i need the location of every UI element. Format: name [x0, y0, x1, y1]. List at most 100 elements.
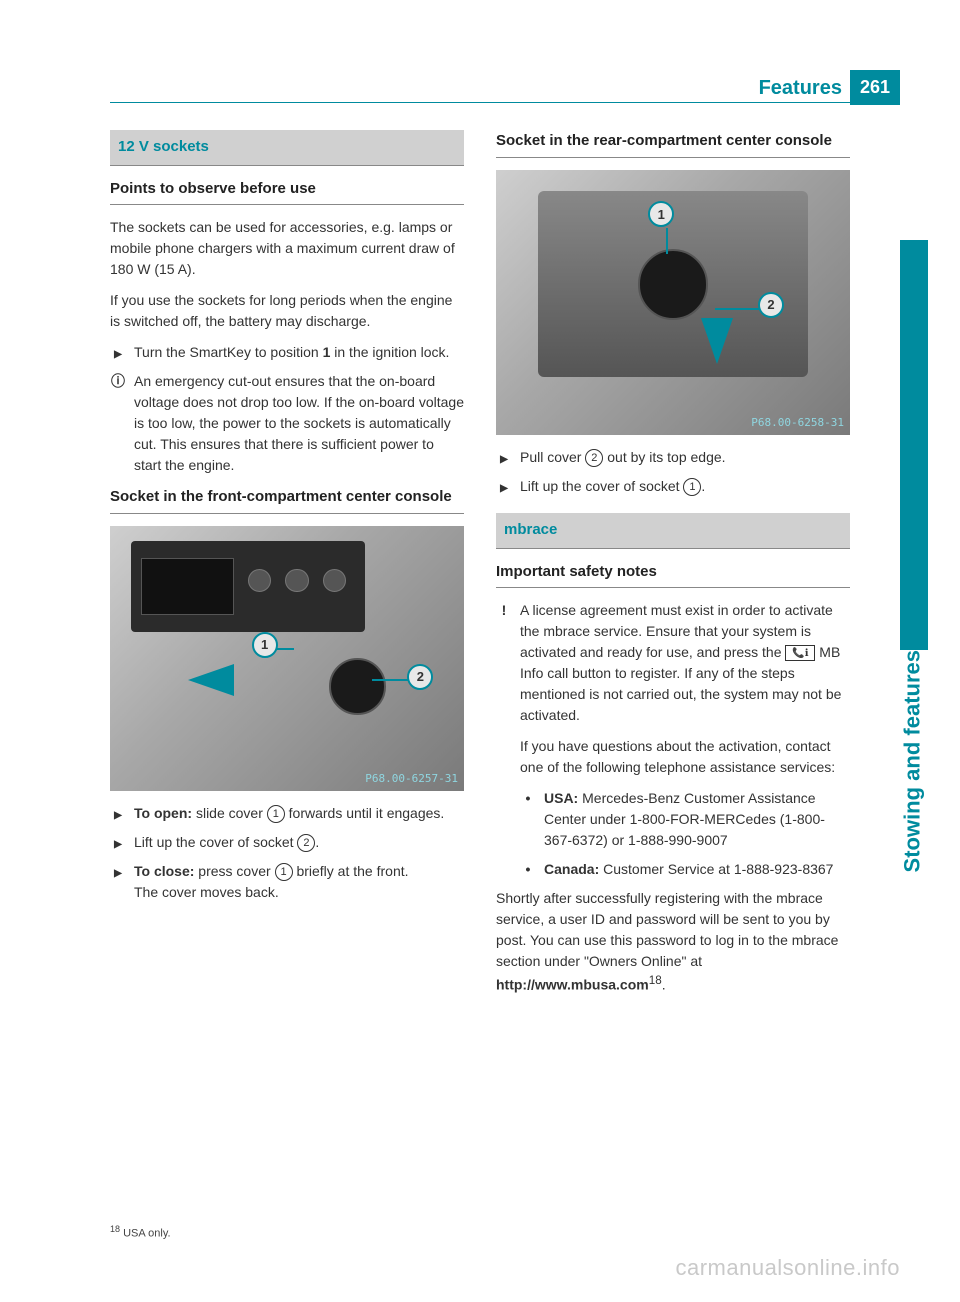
after-pre: Shortly after successfully registering w… [496, 890, 838, 969]
step-turn-smartkey: Turn the SmartKey to position 1 in the i… [110, 342, 464, 363]
fig2-socket [638, 249, 709, 320]
usa-label: USA: [544, 790, 578, 806]
to-open-post: forwards until it engages. [285, 805, 445, 821]
page-header: Features 261 [110, 70, 900, 102]
side-tab-bar [900, 240, 928, 650]
footnote: 18 USA only. [110, 1223, 171, 1242]
warn-license-body: A license agreement must exist in order … [520, 600, 850, 726]
fig2-callout-line-1 [666, 228, 668, 255]
bullet-usa: USA: Mercedes-Benz Customer Assistance C… [520, 788, 850, 851]
header-section-title: Features [759, 73, 850, 103]
mb-info-button-icon: 📞 ℹ [785, 645, 815, 661]
usa-text: Mercedes-Benz Customer Assistance Center… [544, 790, 825, 848]
subhead-front-socket: Socket in the front-compartment center c… [110, 486, 464, 514]
after-sup: 18 [649, 974, 662, 987]
fig1-dash-screen [141, 558, 234, 616]
fig1-dash-knob [323, 569, 346, 592]
step-marker-icon [110, 342, 126, 363]
subhead-points: Points to observe before use [110, 178, 464, 206]
bullet-icon [520, 788, 536, 851]
header-title-box: Features 261 [759, 70, 900, 105]
side-tab: Stowing and features [872, 240, 900, 650]
inline-callout-1: 1 [275, 863, 293, 881]
fig2-caption: P68.00-6258-31 [751, 415, 844, 432]
bullet-icon [520, 859, 536, 880]
step-lift-front-body: Lift up the cover of socket 2. [134, 832, 464, 853]
inline-callout-1: 1 [683, 478, 701, 496]
warn-license-agreement: A license agreement must exist in order … [496, 600, 850, 726]
header-rule [110, 102, 900, 103]
to-close-post: briefly at the front. [293, 863, 409, 879]
step-lift-rear-body: Lift up the cover of socket 1. [520, 476, 850, 497]
step-marker-icon [496, 476, 512, 497]
fig1-callout-2: 2 [407, 664, 433, 690]
step-to-close-body: To close: press cover 1 briefly at the f… [134, 861, 464, 903]
fig1-caption: P68.00-6257-31 [365, 771, 458, 788]
content-columns: 12 V sockets Points to observe before us… [110, 130, 850, 1006]
info-emergency-text: An emergency cut-out ensures that the on… [134, 371, 464, 476]
info-emergency-cutout: An emergency cut-out ensures that the on… [110, 371, 464, 476]
fig1-dash-knob [248, 569, 271, 592]
header-page-number: 261 [850, 70, 900, 105]
page: Features 261 Stowing and features 12 V s… [0, 0, 960, 1302]
info-icon [110, 371, 126, 476]
step-pull-cover-body: Pull cover 2 out by its top edge. [520, 447, 850, 468]
right-column: Socket in the rear-compartment center co… [496, 130, 850, 1006]
para-sockets-accessories: The sockets can be used for accessories,… [110, 217, 464, 280]
pull-post: out by its top edge. [603, 449, 725, 465]
figure-front-console: 1 2 P68.00-6257-31 [110, 526, 464, 792]
bullet-canada: Canada: Customer Service at 1-888-923-83… [520, 859, 850, 880]
section-head-12v: 12 V sockets [110, 130, 464, 166]
fig1-socket [329, 658, 386, 715]
figure-rear-console: 1 2 P68.00-6258-31 [496, 170, 850, 436]
inline-callout-1: 1 [267, 805, 285, 823]
step-marker-icon [110, 803, 126, 824]
lift-front-post: . [315, 834, 319, 850]
para-questions: If you have questions about the activati… [520, 736, 850, 778]
step-turn-smartkey-text: Turn the SmartKey to position 1 in the i… [134, 342, 464, 363]
step-marker-icon [496, 447, 512, 468]
step-lift-front: Lift up the cover of socket 2. [110, 832, 464, 853]
lift-rear-pre: Lift up the cover of socket [520, 478, 683, 494]
to-close-line2: The cover moves back. [134, 884, 279, 900]
after-post: . [662, 977, 666, 993]
fig2-arrow-icon [701, 318, 733, 364]
lift-front-pre: Lift up the cover of socket [134, 834, 297, 850]
step-marker-icon [110, 832, 126, 853]
to-open-label: To open: [134, 805, 192, 821]
step-to-close: To close: press cover 1 briefly at the f… [110, 861, 464, 903]
step-marker-icon [110, 861, 126, 903]
section-head-mbrace: mbrace [496, 513, 850, 549]
canada-text: Customer Service at 1-888-923-8367 [599, 861, 833, 877]
bullet-usa-body: USA: Mercedes-Benz Customer Assistance C… [544, 788, 850, 851]
step-turn-pre: Turn the SmartKey to position [134, 344, 323, 360]
step-to-open: To open: slide cover 1 forwards until it… [110, 803, 464, 824]
fig1-dash-knob [285, 569, 308, 592]
step-to-open-body: To open: slide cover 1 forwards until it… [134, 803, 464, 824]
lift-rear-post: . [701, 478, 705, 494]
left-column: 12 V sockets Points to observe before us… [110, 130, 464, 1006]
after-url: http://www.mbusa.com [496, 977, 649, 993]
subhead-mbrace-safety: Important safety notes [496, 561, 850, 589]
to-open-pre: slide cover [192, 805, 267, 821]
bullet-canada-body: Canada: Customer Service at 1-888-923-83… [544, 859, 850, 880]
to-close-label: To close: [134, 863, 194, 879]
inline-callout-2: 2 [297, 834, 315, 852]
footnote-text: USA only. [120, 1228, 171, 1240]
para-after-register: Shortly after successfully registering w… [496, 888, 850, 996]
step-lift-rear: Lift up the cover of socket 1. [496, 476, 850, 497]
pull-pre: Pull cover [520, 449, 585, 465]
inline-callout-2: 2 [585, 449, 603, 467]
subhead-rear-socket: Socket in the rear-compartment center co… [496, 130, 850, 158]
warning-icon [496, 600, 512, 726]
footnote-num: 18 [110, 1224, 120, 1234]
fig1-arrow-icon [188, 664, 234, 696]
para-long-periods: If you use the sockets for long periods … [110, 290, 464, 332]
fig1-dashboard [131, 541, 365, 631]
watermark: carmanualsonline.info [675, 1251, 900, 1284]
step-pull-cover: Pull cover 2 out by its top edge. [496, 447, 850, 468]
canada-label: Canada: [544, 861, 599, 877]
fig2-callout-2: 2 [758, 292, 784, 318]
step-turn-post: in the ignition lock. [330, 344, 449, 360]
to-close-pre: press cover [194, 863, 274, 879]
